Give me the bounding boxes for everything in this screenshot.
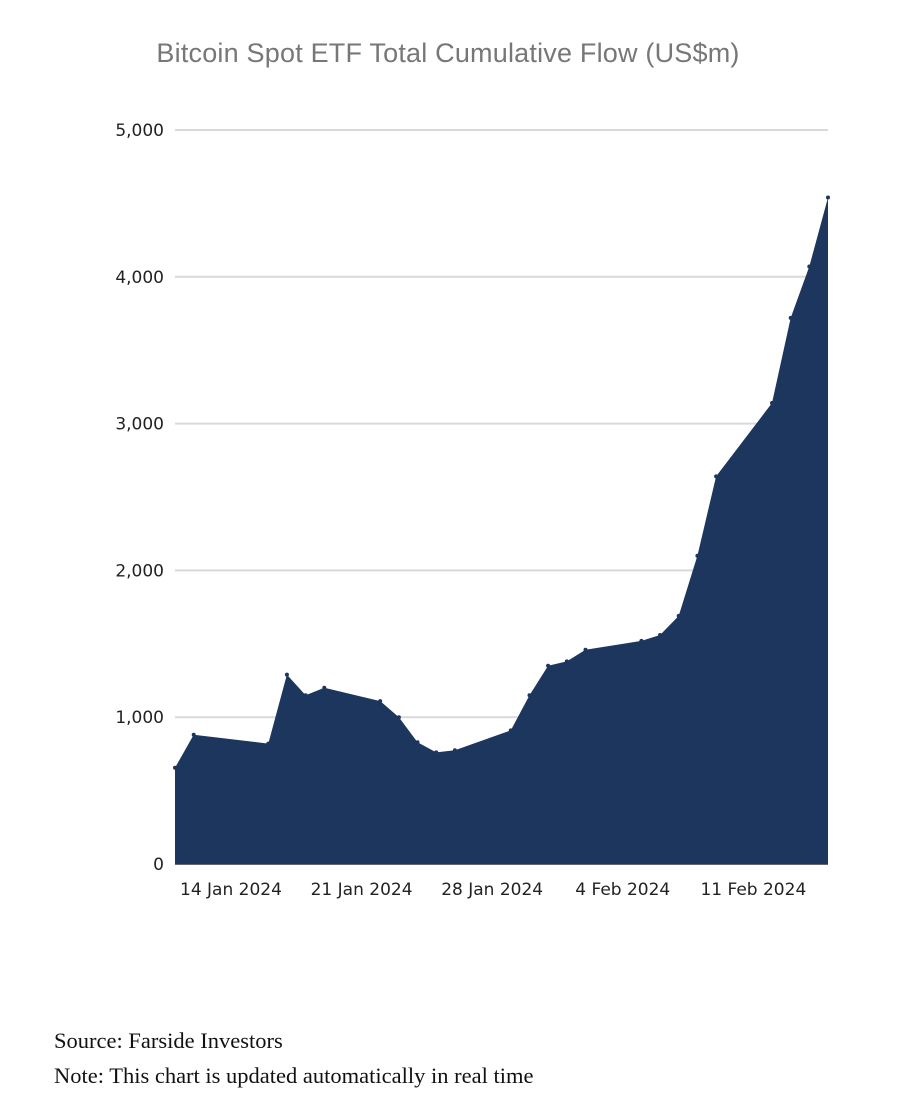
data-point bbox=[434, 750, 439, 755]
y-tick-label: 0 bbox=[153, 855, 164, 875]
y-tick-label: 3,000 bbox=[115, 415, 164, 435]
chart-plot: 0 1,000 2,000 3,000 4,000 5,000 14 Jan 2024 21… bbox=[115, 121, 830, 900]
x-tick-label: 21 Jan 2024 bbox=[311, 880, 413, 900]
data-point bbox=[303, 693, 308, 698]
data-point bbox=[788, 315, 793, 320]
data-point bbox=[676, 613, 681, 618]
data-point bbox=[639, 638, 644, 643]
data-point bbox=[807, 264, 812, 269]
data-point bbox=[266, 741, 271, 746]
y-tick-label: 2,000 bbox=[115, 561, 164, 581]
data-point bbox=[583, 647, 588, 652]
data-point bbox=[658, 633, 663, 637]
y-axis-labels: 0 1,000 2,000 3,000 4,000 5,000 bbox=[115, 121, 164, 875]
data-point bbox=[564, 659, 569, 664]
data-point bbox=[508, 728, 513, 733]
x-tick-label: 28 Jan 2024 bbox=[441, 880, 543, 900]
data-point bbox=[826, 195, 830, 200]
data-point bbox=[546, 663, 551, 668]
x-axis-labels: 14 Jan 2024 21 Jan 2024 28 Jan 2024 4 Feb 2… bbox=[180, 880, 806, 900]
data-point bbox=[378, 699, 383, 704]
data-point bbox=[527, 693, 532, 698]
data-point bbox=[322, 685, 327, 690]
area-fill bbox=[175, 197, 828, 864]
x-tick-label: 4 Feb 2024 bbox=[575, 880, 670, 900]
data-point bbox=[284, 672, 289, 677]
data-point bbox=[695, 553, 700, 558]
data-point bbox=[415, 740, 420, 745]
data-point bbox=[714, 474, 719, 479]
data-point bbox=[173, 765, 177, 770]
x-tick-label: 11 Feb 2024 bbox=[700, 880, 806, 900]
y-tick-label: 1,000 bbox=[115, 708, 164, 728]
data-point bbox=[191, 732, 196, 737]
y-tick-label: 5,000 bbox=[115, 121, 164, 141]
note-text: Note: This chart is updated automaticall… bbox=[54, 1063, 534, 1088]
data-point bbox=[396, 715, 401, 720]
data-point bbox=[770, 401, 774, 405]
chart-title: Bitcoin Spot ETF Total Cumulative Flow (… bbox=[156, 38, 740, 68]
x-tick-label: 14 Jan 2024 bbox=[180, 880, 282, 900]
source-text: Source: Farside Investors bbox=[54, 1028, 283, 1053]
area-series bbox=[173, 195, 830, 864]
y-tick-label: 4,000 bbox=[115, 268, 164, 288]
data-point bbox=[452, 748, 457, 753]
